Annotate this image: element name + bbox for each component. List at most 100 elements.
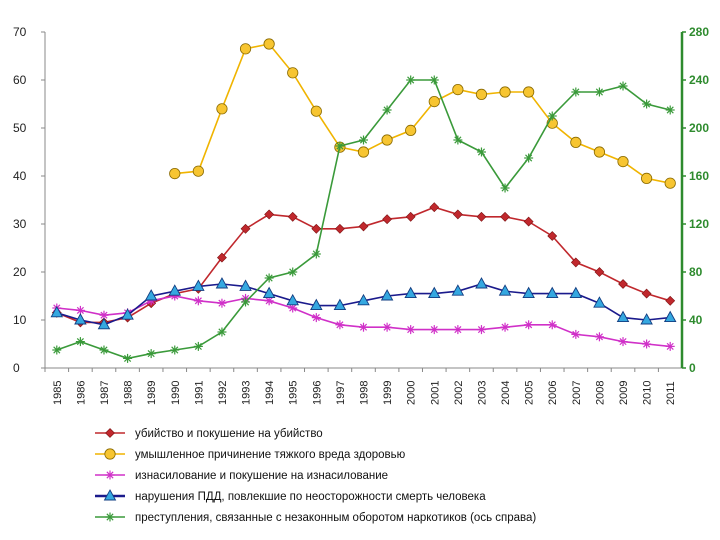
data-point [453,135,463,145]
data-point [593,146,606,158]
data-point [310,298,323,311]
x-tick-label: 2011 [665,381,677,405]
data-point [193,341,203,351]
x-tick-label: 1990 [170,381,182,405]
left-tick-label: 0 [13,361,20,375]
legend-item: умышленное причинение тяжкого вреда здор… [95,448,406,461]
data-point [665,295,676,306]
data-point [335,141,345,151]
data-point [97,317,111,330]
series-1 [169,38,676,189]
legend-label: изнасилование и покушение на изнасилован… [135,470,388,482]
data-point [264,209,275,220]
data-point [52,345,62,355]
data-point [262,286,276,299]
data-point [594,267,605,277]
data-point [382,105,392,115]
data-point [311,313,321,323]
data-point [239,43,252,55]
data-point [406,75,416,85]
legend-label: преступления, связанные с незаконным обо… [135,512,536,524]
data-point [99,345,109,355]
right-tick-label: 120 [689,217,709,231]
data-point [380,289,394,301]
data-point [524,153,534,163]
data-point [522,286,535,299]
x-tick-label: 1995 [288,381,300,405]
data-point [618,279,628,289]
data-point [545,286,559,299]
data-point [500,183,510,193]
x-tick-label: 2006 [547,381,559,405]
data-point [217,327,227,337]
data-point [357,146,370,158]
x-tick-label: 1988 [123,381,135,405]
data-point [192,165,204,177]
legend-marker [105,428,115,438]
data-point [263,38,275,50]
data-point [333,298,347,311]
data-point [123,353,133,363]
data-point [404,286,417,299]
data-point [217,252,227,263]
data-point [382,214,393,225]
data-point [570,136,582,148]
legend-item: изнасилование и покушение на изнасилован… [95,470,388,482]
data-point [359,322,368,332]
x-tick-label: 2000 [406,381,418,405]
data-point [239,279,252,291]
data-point [500,322,510,332]
legend: убийство и покушение на убийство умышленн… [95,428,536,524]
data-point [642,99,652,109]
data-point [381,134,393,146]
x-tick-label: 1989 [146,381,158,405]
legend-item: убийство и покушение на убийство [95,428,323,440]
data-point [451,284,465,296]
legend-label: убийство и покушение на убийство [135,428,323,440]
data-point [547,111,557,121]
data-point [310,105,322,117]
x-tick-label: 2001 [429,381,441,405]
data-point [170,345,180,355]
data-point [476,147,486,157]
data-point [640,313,653,325]
x-tick-label: 2008 [594,381,606,405]
data-point [452,84,464,96]
data-point [617,156,629,168]
data-point [168,284,182,296]
data-point [663,310,677,323]
data-point [334,223,345,234]
data-point [335,320,345,330]
x-tick-label: 1991 [193,381,205,405]
data-point [571,87,581,97]
data-point [286,293,299,306]
left-y-axis: 0 10 20 30 40 50 60 70 [13,25,45,375]
right-tick-label: 80 [689,265,703,279]
left-tick-label: 30 [13,217,27,231]
x-tick-label: 1994 [264,381,276,405]
data-point [428,286,441,299]
left-tick-label: 60 [13,73,27,87]
data-point [287,211,298,222]
left-tick-label: 10 [13,313,27,327]
data-point [358,221,369,232]
data-point [570,257,581,268]
data-point [664,177,676,189]
data-point [74,313,87,325]
data-point [192,279,205,291]
data-point [547,231,558,241]
data-point [121,308,134,320]
data-point [359,135,368,145]
data-point [498,284,512,296]
data-point [75,305,85,315]
data-point [50,305,64,318]
x-tick-label: 1993 [241,381,253,405]
data-point [594,332,604,342]
left-tick-label: 40 [13,169,27,183]
x-tick-label: 2002 [453,381,465,405]
data-point [405,211,416,222]
legend-label: умышленное причинение тяжкого вреда здор… [135,449,406,461]
data-point [216,103,228,115]
data-point [287,67,299,79]
legend-item: преступления, связанные с незаконным обо… [95,512,536,524]
